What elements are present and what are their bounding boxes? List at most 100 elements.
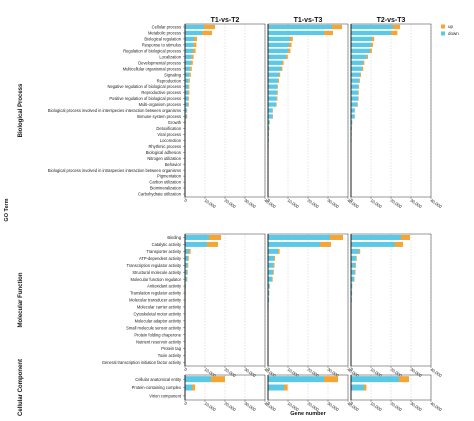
bar-down — [185, 36, 194, 42]
bar-up — [186, 114, 188, 119]
bar-up — [187, 269, 188, 275]
bar-up — [209, 234, 221, 240]
category-label: Translation regulator activity — [130, 291, 182, 296]
panel: 0 10,000 20,000 30,000 40,000 — [349, 374, 443, 413]
bar-down — [268, 276, 272, 282]
bar-down — [268, 234, 330, 240]
bar-down — [351, 126, 352, 131]
bar-down — [351, 30, 391, 36]
bar-down — [185, 234, 209, 240]
x-tick-label: 30,000 — [409, 367, 423, 379]
x-tick-label: 10,000 — [286, 401, 300, 413]
bar-up — [188, 78, 190, 83]
bar-up — [284, 384, 288, 391]
bar-up — [276, 102, 277, 107]
bar-down — [351, 102, 358, 107]
bar-up — [320, 241, 331, 247]
bar-down — [351, 42, 371, 48]
bar-up — [187, 262, 189, 268]
bar-up — [372, 36, 375, 42]
bar-up — [401, 234, 410, 240]
bar-up — [189, 72, 191, 77]
bar-up — [357, 102, 358, 107]
x-tick-label: 0 — [266, 198, 271, 204]
category-label: Nutrient reservoir activity — [136, 339, 182, 344]
x-tick-label: 40,000 — [346, 367, 360, 379]
bar-down — [185, 102, 188, 107]
bar-up — [188, 90, 190, 95]
category-label: Negative regulation of biological proces… — [107, 84, 181, 89]
category-label: Locomotion — [160, 138, 182, 143]
bar-down — [185, 60, 191, 65]
x-tick-label: 40,000 — [346, 401, 360, 413]
bar-down — [268, 66, 281, 71]
bar-down — [351, 248, 359, 254]
category-label: Viral process — [157, 132, 181, 137]
x-tick-label: 0 — [183, 198, 188, 204]
category-label: Multi-organism process — [139, 102, 181, 107]
category-label: Positive regulation of biological proces… — [109, 96, 181, 101]
bar-up — [193, 48, 196, 53]
bar-up — [193, 42, 197, 48]
bar-up — [272, 276, 273, 282]
category-label: Growth — [168, 120, 182, 125]
category-label: Toxin activity — [158, 353, 182, 358]
bar-down — [351, 66, 362, 71]
x-tick-label: 10,000 — [286, 198, 300, 210]
bar-down — [268, 102, 276, 107]
bar-up — [273, 262, 275, 268]
category-label: Rhythmic process — [148, 144, 181, 149]
category-label: Molecular function regulator — [130, 277, 181, 282]
bar-down — [351, 255, 356, 261]
x-tick-label: 10,000 — [203, 401, 217, 413]
bar-up — [188, 96, 189, 101]
panel: 0 10,000 20,000 30,000 40,000 — [266, 23, 360, 210]
x-tick-label: 0 — [266, 401, 271, 407]
facet-title: T1-vs-T2 — [211, 17, 240, 24]
bar-down — [268, 84, 278, 89]
category-label: Developmental process — [138, 60, 181, 65]
bar-up — [273, 269, 274, 275]
x-tick-label: 40,000 — [429, 401, 443, 413]
x-tick-label: 40,000 — [429, 367, 443, 379]
x-tick-label: 0 — [183, 401, 188, 407]
bar-down — [185, 30, 202, 36]
category-label: Small molecule sensor activity — [126, 325, 182, 330]
bar-up — [395, 241, 403, 247]
bar-down — [185, 269, 188, 275]
bar-up — [277, 90, 278, 95]
x-tick-label: 40,000 — [263, 401, 277, 413]
bar-down — [268, 42, 289, 48]
bar-up — [202, 30, 212, 36]
legend-swatch — [441, 31, 445, 36]
bar-up — [281, 66, 283, 71]
bar-down — [268, 72, 279, 77]
x-tick-label: 0 — [349, 401, 354, 407]
category-label: Transporter activity — [146, 249, 182, 254]
bar-down — [351, 48, 370, 53]
bar-down — [268, 126, 270, 131]
category-label: ATP-dependent activity — [139, 256, 182, 261]
bar-down — [268, 283, 270, 289]
x-tick-label: 20,000 — [389, 401, 403, 413]
x-tick-label: 0 — [266, 367, 271, 373]
x-tick-label: 30,000 — [409, 198, 423, 210]
bar-down — [185, 24, 204, 30]
category-label: Binding — [167, 235, 181, 240]
bar-down — [351, 283, 353, 289]
bar-up — [399, 376, 409, 383]
bar-up — [362, 66, 364, 71]
x-tick-label: 30,000 — [243, 198, 257, 210]
bar-up — [276, 96, 278, 101]
category-label: Metabolic process — [148, 31, 181, 36]
bar-down — [268, 90, 277, 95]
chart-layer: T1-vs-T2 T1-vs-T3 T2-vs-T3 Biological Proce… — [4, 17, 459, 417]
panel: 0 10,000 20,000 30,000 40,000 — [183, 233, 277, 379]
bar-up — [211, 376, 225, 383]
bar-down — [268, 290, 270, 296]
category-label: Nitrogen utilization — [147, 156, 181, 161]
facet-title: T1-vs-T3 — [294, 17, 323, 24]
panel: 0 10,000 20,000 30,000 40,000 — [183, 374, 277, 413]
bar-down — [185, 84, 189, 89]
